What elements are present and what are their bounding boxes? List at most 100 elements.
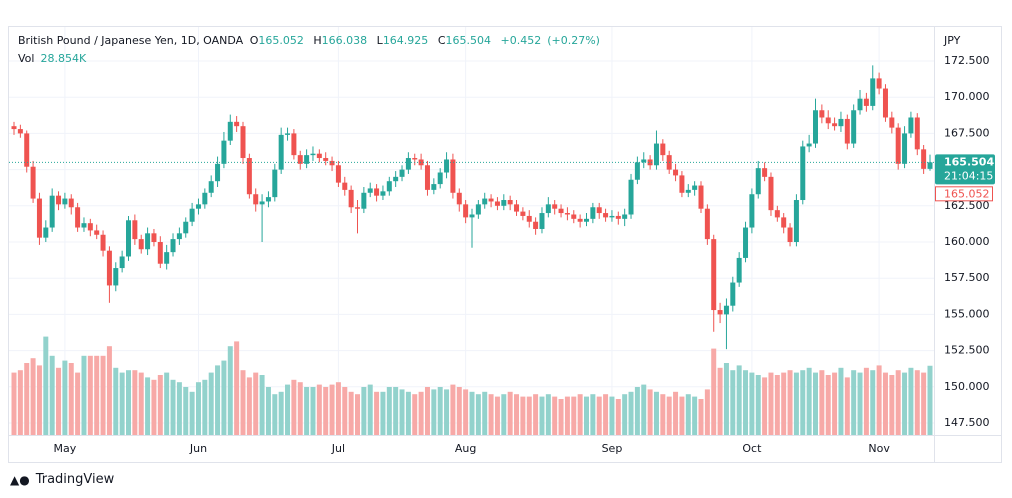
volume-bar xyxy=(628,391,634,435)
candle-body xyxy=(367,188,373,193)
x-tick-label: Aug xyxy=(455,442,476,455)
candle-body xyxy=(469,214,475,218)
volume-bar xyxy=(469,391,475,435)
volume-bar xyxy=(304,387,310,435)
volume-bar xyxy=(126,370,131,435)
volume-bar xyxy=(488,394,494,435)
candle-body xyxy=(685,189,691,193)
volume-bar xyxy=(227,346,233,435)
volume-bar xyxy=(774,375,780,435)
brand-icon: ▲● xyxy=(10,472,30,487)
volume-bar xyxy=(361,387,367,435)
volume-bar xyxy=(908,367,914,435)
volume-bar xyxy=(176,382,182,435)
volume-bar xyxy=(882,372,888,435)
volume-bar xyxy=(603,394,609,435)
countdown-label: 21:04:15 xyxy=(944,169,993,182)
candle-body xyxy=(736,257,742,283)
change: +0.452 xyxy=(500,34,542,47)
candle-body xyxy=(844,118,850,144)
candle-body xyxy=(609,215,615,218)
volume-bar xyxy=(374,391,380,435)
candle-body xyxy=(800,146,806,201)
low-letter: L xyxy=(376,34,383,47)
volume-bar xyxy=(246,377,252,435)
volume-bar xyxy=(316,384,322,435)
volume-bar xyxy=(450,384,456,435)
candle-body xyxy=(424,165,430,190)
volume-bar xyxy=(94,355,100,435)
candle-body xyxy=(514,204,520,212)
x-tick-label: Oct xyxy=(742,442,762,455)
close-value: 165.504 xyxy=(445,34,492,47)
candle-body xyxy=(240,126,246,159)
candle-body xyxy=(11,126,17,130)
candle-body xyxy=(902,133,908,164)
candle-body xyxy=(126,220,131,257)
brand-logo[interactable]: ▲● TradingView xyxy=(10,472,114,487)
volume-bar xyxy=(49,355,55,435)
volume-bar xyxy=(679,396,685,435)
volume-bar xyxy=(870,370,876,435)
candles xyxy=(11,65,933,350)
volume-bar xyxy=(195,382,201,435)
volume-bar xyxy=(590,394,596,435)
y-tick-label: 172.500 xyxy=(944,54,990,67)
volume-bar xyxy=(297,382,303,435)
last-price-label: 165.504 xyxy=(944,155,994,168)
brand-name: TradingView xyxy=(35,472,115,487)
candle-body xyxy=(806,143,812,147)
volume-bar xyxy=(323,387,329,435)
candle-body xyxy=(189,208,195,222)
candle-body xyxy=(494,201,500,206)
candle-body xyxy=(323,158,329,161)
candle-body xyxy=(501,200,507,206)
candle-body xyxy=(100,234,106,251)
volume-bar xyxy=(138,372,144,435)
candle-body xyxy=(437,172,443,185)
candle-body xyxy=(577,218,583,222)
volume-bar xyxy=(895,370,901,435)
volume-bar xyxy=(571,396,577,435)
candle-body xyxy=(698,185,704,209)
candle-body xyxy=(106,250,112,286)
candle-body xyxy=(450,159,456,193)
candle-body xyxy=(157,242,163,264)
x-tick-label: Nov xyxy=(868,442,890,455)
volume-bar xyxy=(405,391,411,435)
volume-bar xyxy=(30,358,36,435)
volume-bar xyxy=(310,387,316,435)
candle-body xyxy=(520,211,526,216)
volume-bar xyxy=(609,396,615,435)
candle-body xyxy=(56,195,62,205)
volume-bar xyxy=(259,375,265,435)
candle-body xyxy=(730,282,736,306)
candle-body xyxy=(335,165,341,183)
candle-body xyxy=(195,204,201,209)
volume-bar xyxy=(202,379,208,435)
volume-bar xyxy=(673,391,679,435)
candle-body xyxy=(17,129,23,134)
volume-bar xyxy=(145,377,151,435)
candle-body xyxy=(393,176,399,182)
candle-body xyxy=(711,239,717,311)
volume-bar xyxy=(272,394,278,435)
volume-bar xyxy=(768,372,774,435)
volume-bar xyxy=(234,341,240,435)
candle-body xyxy=(431,184,437,190)
volume-bar xyxy=(265,387,271,435)
candle-body xyxy=(584,218,589,222)
volume-value: 28.854K xyxy=(40,52,87,65)
y-tick-label: 155.000 xyxy=(944,307,990,320)
candle-body xyxy=(355,207,360,209)
volume-bar xyxy=(927,365,933,435)
volume-bar xyxy=(825,375,831,435)
volume-bar xyxy=(762,377,768,435)
candle-body xyxy=(743,227,749,258)
candle-body xyxy=(908,117,914,134)
volume-bar xyxy=(56,367,62,435)
candle-body xyxy=(285,133,291,135)
volume-bar xyxy=(584,396,589,435)
y-tick-label: 150.000 xyxy=(944,380,990,393)
candle-body xyxy=(418,159,424,166)
